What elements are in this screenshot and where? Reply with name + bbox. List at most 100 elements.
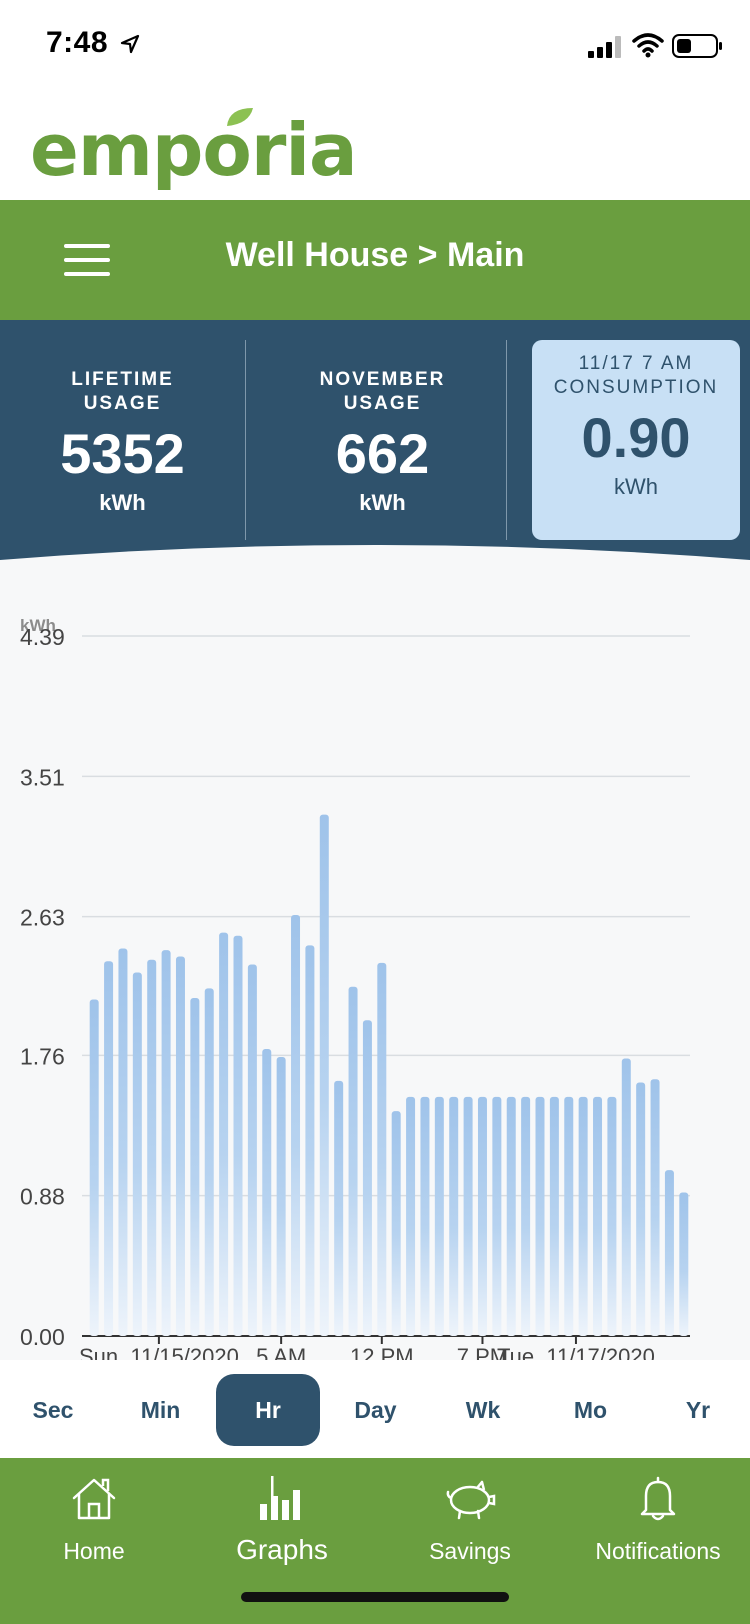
stat-value: 5352: [60, 422, 185, 485]
chart-bar[interactable]: [219, 932, 229, 1336]
emporia-logo: emporia: [30, 108, 358, 192]
piggy-bank-icon: [446, 1480, 496, 1520]
chart-bar[interactable]: [564, 1096, 574, 1336]
divider: [245, 340, 246, 540]
y-tick-label: 0.88: [20, 1184, 65, 1210]
chart-bar[interactable]: [204, 988, 214, 1336]
chart-bar[interactable]: [247, 964, 257, 1336]
chart-bar[interactable]: [132, 972, 142, 1336]
chart-bar[interactable]: [521, 1096, 531, 1336]
range-hr-button[interactable]: Hr: [216, 1374, 320, 1446]
y-tick-label: 2.63: [20, 905, 65, 931]
chart-bar[interactable]: [664, 1170, 674, 1336]
x-tick-label: 7 PM: [457, 1344, 508, 1360]
y-axis-label: kWh: [20, 616, 56, 635]
top-bar: Well House > Main: [0, 200, 750, 320]
menu-icon[interactable]: [64, 244, 110, 278]
chart-bar[interactable]: [161, 950, 171, 1336]
divider: [506, 340, 507, 540]
chart-bar[interactable]: [334, 1080, 344, 1336]
selected-consumption-card[interactable]: 11/17 7 AM CONSUMPTION 0.90 kWh: [532, 340, 740, 540]
chart-bar[interactable]: [434, 1096, 444, 1336]
home-icon: [72, 1478, 116, 1520]
chart-bar[interactable]: [578, 1096, 588, 1336]
chart-bar[interactable]: [291, 915, 301, 1336]
cellular-signal-icon: [588, 36, 621, 58]
chart-bar[interactable]: [262, 1048, 272, 1336]
chart-bar[interactable]: [348, 986, 358, 1336]
x-tick-label: Tue, 11/17/2020: [497, 1344, 655, 1360]
stat-label: USAGE: [343, 393, 422, 414]
chart-bar[interactable]: [276, 1056, 286, 1336]
y-tick-label: 4.39: [20, 624, 65, 650]
range-min-button[interactable]: Min: [108, 1374, 213, 1446]
chart-bar[interactable]: [679, 1192, 689, 1336]
lifetime-usage-card[interactable]: LIFETIME USAGE 5352 kWh: [0, 350, 245, 540]
chart-bar[interactable]: [406, 1096, 416, 1336]
bottom-navigation: Home Graphs Savings Notifications: [0, 1458, 750, 1624]
chart-bar[interactable]: [175, 956, 185, 1336]
range-day-button[interactable]: Day: [323, 1374, 428, 1446]
nav-notifications[interactable]: Notifications: [564, 1458, 750, 1598]
monthly-usage-card[interactable]: NOVEMBER USAGE 662 kWh: [260, 350, 505, 540]
chart-bar[interactable]: [420, 1096, 430, 1336]
chart-bar[interactable]: [449, 1096, 459, 1336]
status-bar: 7:48: [0, 0, 750, 100]
y-tick-label: 0.00: [20, 1324, 65, 1350]
nav-home[interactable]: Home: [0, 1458, 188, 1598]
chart-bar[interactable]: [104, 961, 114, 1336]
chart-bar[interactable]: [463, 1096, 473, 1336]
x-tick-label: 12 PM: [350, 1344, 414, 1360]
stat-unit: kWh: [614, 474, 658, 499]
bell-icon: [640, 1476, 676, 1521]
range-mo-button[interactable]: Mo: [538, 1374, 643, 1446]
home-indicator: [241, 1592, 509, 1602]
nav-graphs-label: Graphs: [236, 1534, 328, 1565]
nav-notifications-label: Notifications: [595, 1538, 721, 1564]
stat-unit: kWh: [99, 490, 146, 515]
time-range-selector: Sec Min Hr Day Wk Mo Yr: [0, 1372, 750, 1446]
chart-bar[interactable]: [118, 948, 128, 1336]
stat-label: 11/17 7 AM: [578, 353, 694, 374]
range-yr-button[interactable]: Yr: [646, 1374, 750, 1446]
wifi-icon: [632, 33, 664, 58]
chart-bar[interactable]: [506, 1096, 516, 1336]
stat-unit: kWh: [359, 490, 406, 515]
nav-savings[interactable]: Savings: [376, 1458, 564, 1598]
usage-chart[interactable]: kWh 4.39 3.51 2.63 1.76 0.88 0.00 Sun, 11/15/…: [0, 560, 750, 1360]
stat-value: 662: [335, 422, 430, 485]
battery-icon: [672, 34, 722, 58]
y-tick-label: 1.76: [20, 1043, 65, 1069]
page-title[interactable]: Well House > Main: [225, 236, 525, 274]
chart-bar[interactable]: [593, 1096, 603, 1336]
nav-savings-label: Savings: [429, 1538, 511, 1564]
leaf-icon: [227, 108, 253, 126]
range-sec-button[interactable]: Sec: [1, 1374, 105, 1446]
chart-bar[interactable]: [650, 1079, 660, 1336]
stat-value: 0.90: [581, 406, 691, 469]
chart-bar[interactable]: [391, 1111, 401, 1336]
x-tick-label: Sun, 11/15/2020: [79, 1344, 239, 1360]
chart-bar[interactable]: [607, 1096, 617, 1336]
chart-bar[interactable]: [535, 1096, 545, 1336]
chart-bar[interactable]: [190, 997, 200, 1336]
y-tick-label: 3.51: [20, 764, 65, 790]
chart-bar[interactable]: [233, 935, 243, 1336]
chart-bar[interactable]: [305, 945, 315, 1336]
chart-bar[interactable]: [621, 1058, 631, 1336]
graphs-icon: [260, 1476, 300, 1520]
chart-bar[interactable]: [362, 1020, 372, 1336]
location-arrow-icon: [120, 34, 140, 54]
chart-bar[interactable]: [377, 962, 387, 1336]
chart-bar[interactable]: [636, 1082, 646, 1336]
chart-bar[interactable]: [319, 814, 329, 1336]
chart-bar[interactable]: [492, 1096, 502, 1336]
chart-bar[interactable]: [549, 1096, 559, 1336]
nav-graphs[interactable]: Graphs: [188, 1458, 376, 1598]
usage-bar-chart[interactable]: kWh 4.39 3.51 2.63 1.76 0.88 0.00 Sun, 11/15/…: [0, 560, 750, 1360]
chart-bar[interactable]: [477, 1096, 487, 1336]
stat-label: NOVEMBER: [319, 369, 446, 390]
range-wk-button[interactable]: Wk: [431, 1374, 535, 1446]
chart-bar[interactable]: [147, 959, 157, 1336]
chart-bar[interactable]: [89, 999, 99, 1336]
